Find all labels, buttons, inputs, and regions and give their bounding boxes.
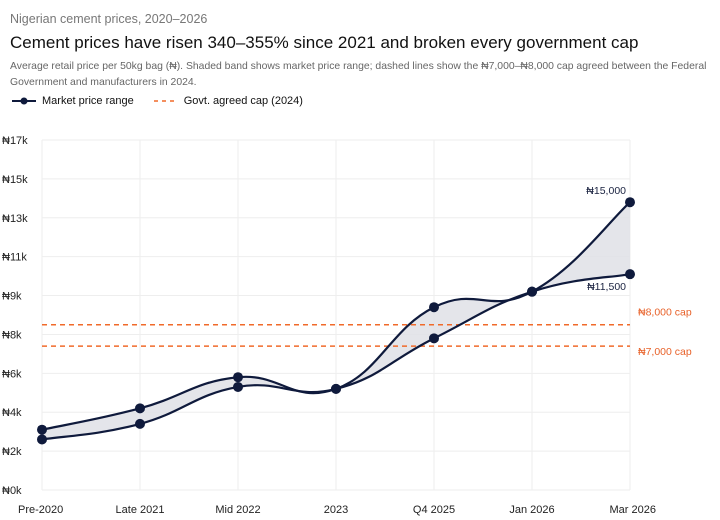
grid-layer (41, 139, 631, 491)
y-tick-label: ₦0k (2, 485, 22, 497)
chart-kicker: Nigerian cement prices, 2020–2026 (10, 12, 208, 26)
y-tick-label: ₦2k (2, 446, 22, 458)
upper-price-point (37, 424, 47, 435)
end-value-label: ₦11,500 (587, 281, 626, 293)
cap-label: ₦7,000 cap (638, 346, 692, 358)
cap-label: ₦8,000 cap (638, 307, 692, 319)
y-tick-label: ₦11k (2, 252, 27, 264)
x-tick-label: Mid 2022 (215, 504, 260, 516)
lower-price-point (37, 434, 47, 445)
chart-title: Cement prices have risen 340–355% since … (10, 33, 639, 52)
y-tick-label: ₦9k (2, 291, 22, 303)
lower-price-point (429, 333, 439, 344)
upper-price-point (429, 302, 439, 313)
upper-price-point (233, 372, 243, 383)
end-value-label: ₦15,000 (586, 185, 626, 197)
x-tick-label: Mar 2026 (610, 504, 656, 516)
upper-price-point (625, 197, 635, 208)
lower-price-point (233, 381, 243, 392)
x-tick-label: Late 2021 (116, 504, 165, 516)
chart-subtitle: Average retail price per 50kg bag (₦). S… (10, 61, 707, 88)
lower-price-point (527, 286, 537, 297)
upper-price-point (135, 403, 145, 414)
y-tick-label: ₦4k (2, 407, 22, 419)
legend-label-cap: Govt. agreed cap (2024) (183, 95, 303, 107)
y-tick-label: ₦15k (2, 174, 28, 186)
x-tick-label: Q4 2025 (413, 504, 455, 516)
x-tick-label: 2023 (324, 504, 348, 516)
y-tick-label: ₦8k (2, 329, 22, 341)
annotation-layer: ₦8,000 cap ₦7,000 cap ₦15,000 ₦11,500 (586, 185, 692, 358)
lower-price-point (135, 418, 145, 429)
x-tick-label: Jan 2026 (509, 504, 554, 516)
y-tick-label: ₦17k (2, 135, 28, 147)
cap-layer (42, 323, 630, 347)
lower-price-point (625, 269, 635, 280)
y-tick-label: ₦13k (2, 213, 28, 225)
y-tick-label: ₦6k (2, 368, 22, 380)
legend-label-market: Market price range (42, 95, 134, 107)
legend-swatch-cap (153, 100, 178, 102)
chart-legend: Market price range Govt. agreed cap (202… (12, 95, 323, 107)
legend-item-cap: Govt. agreed cap (2024) (153, 95, 303, 107)
axis-layer: ₦0k ₦2k ₦4k ₦6k ₦8k ₦9k ₦11k ₦13k ₦15k ₦17k Pre-20… (2, 135, 656, 516)
point-layer (37, 197, 635, 445)
legend-item-market: Market price range (12, 95, 134, 107)
lower-price-point (331, 383, 341, 394)
legend-swatch-market (12, 97, 36, 105)
x-tick-label: Pre-2020 (18, 504, 63, 516)
